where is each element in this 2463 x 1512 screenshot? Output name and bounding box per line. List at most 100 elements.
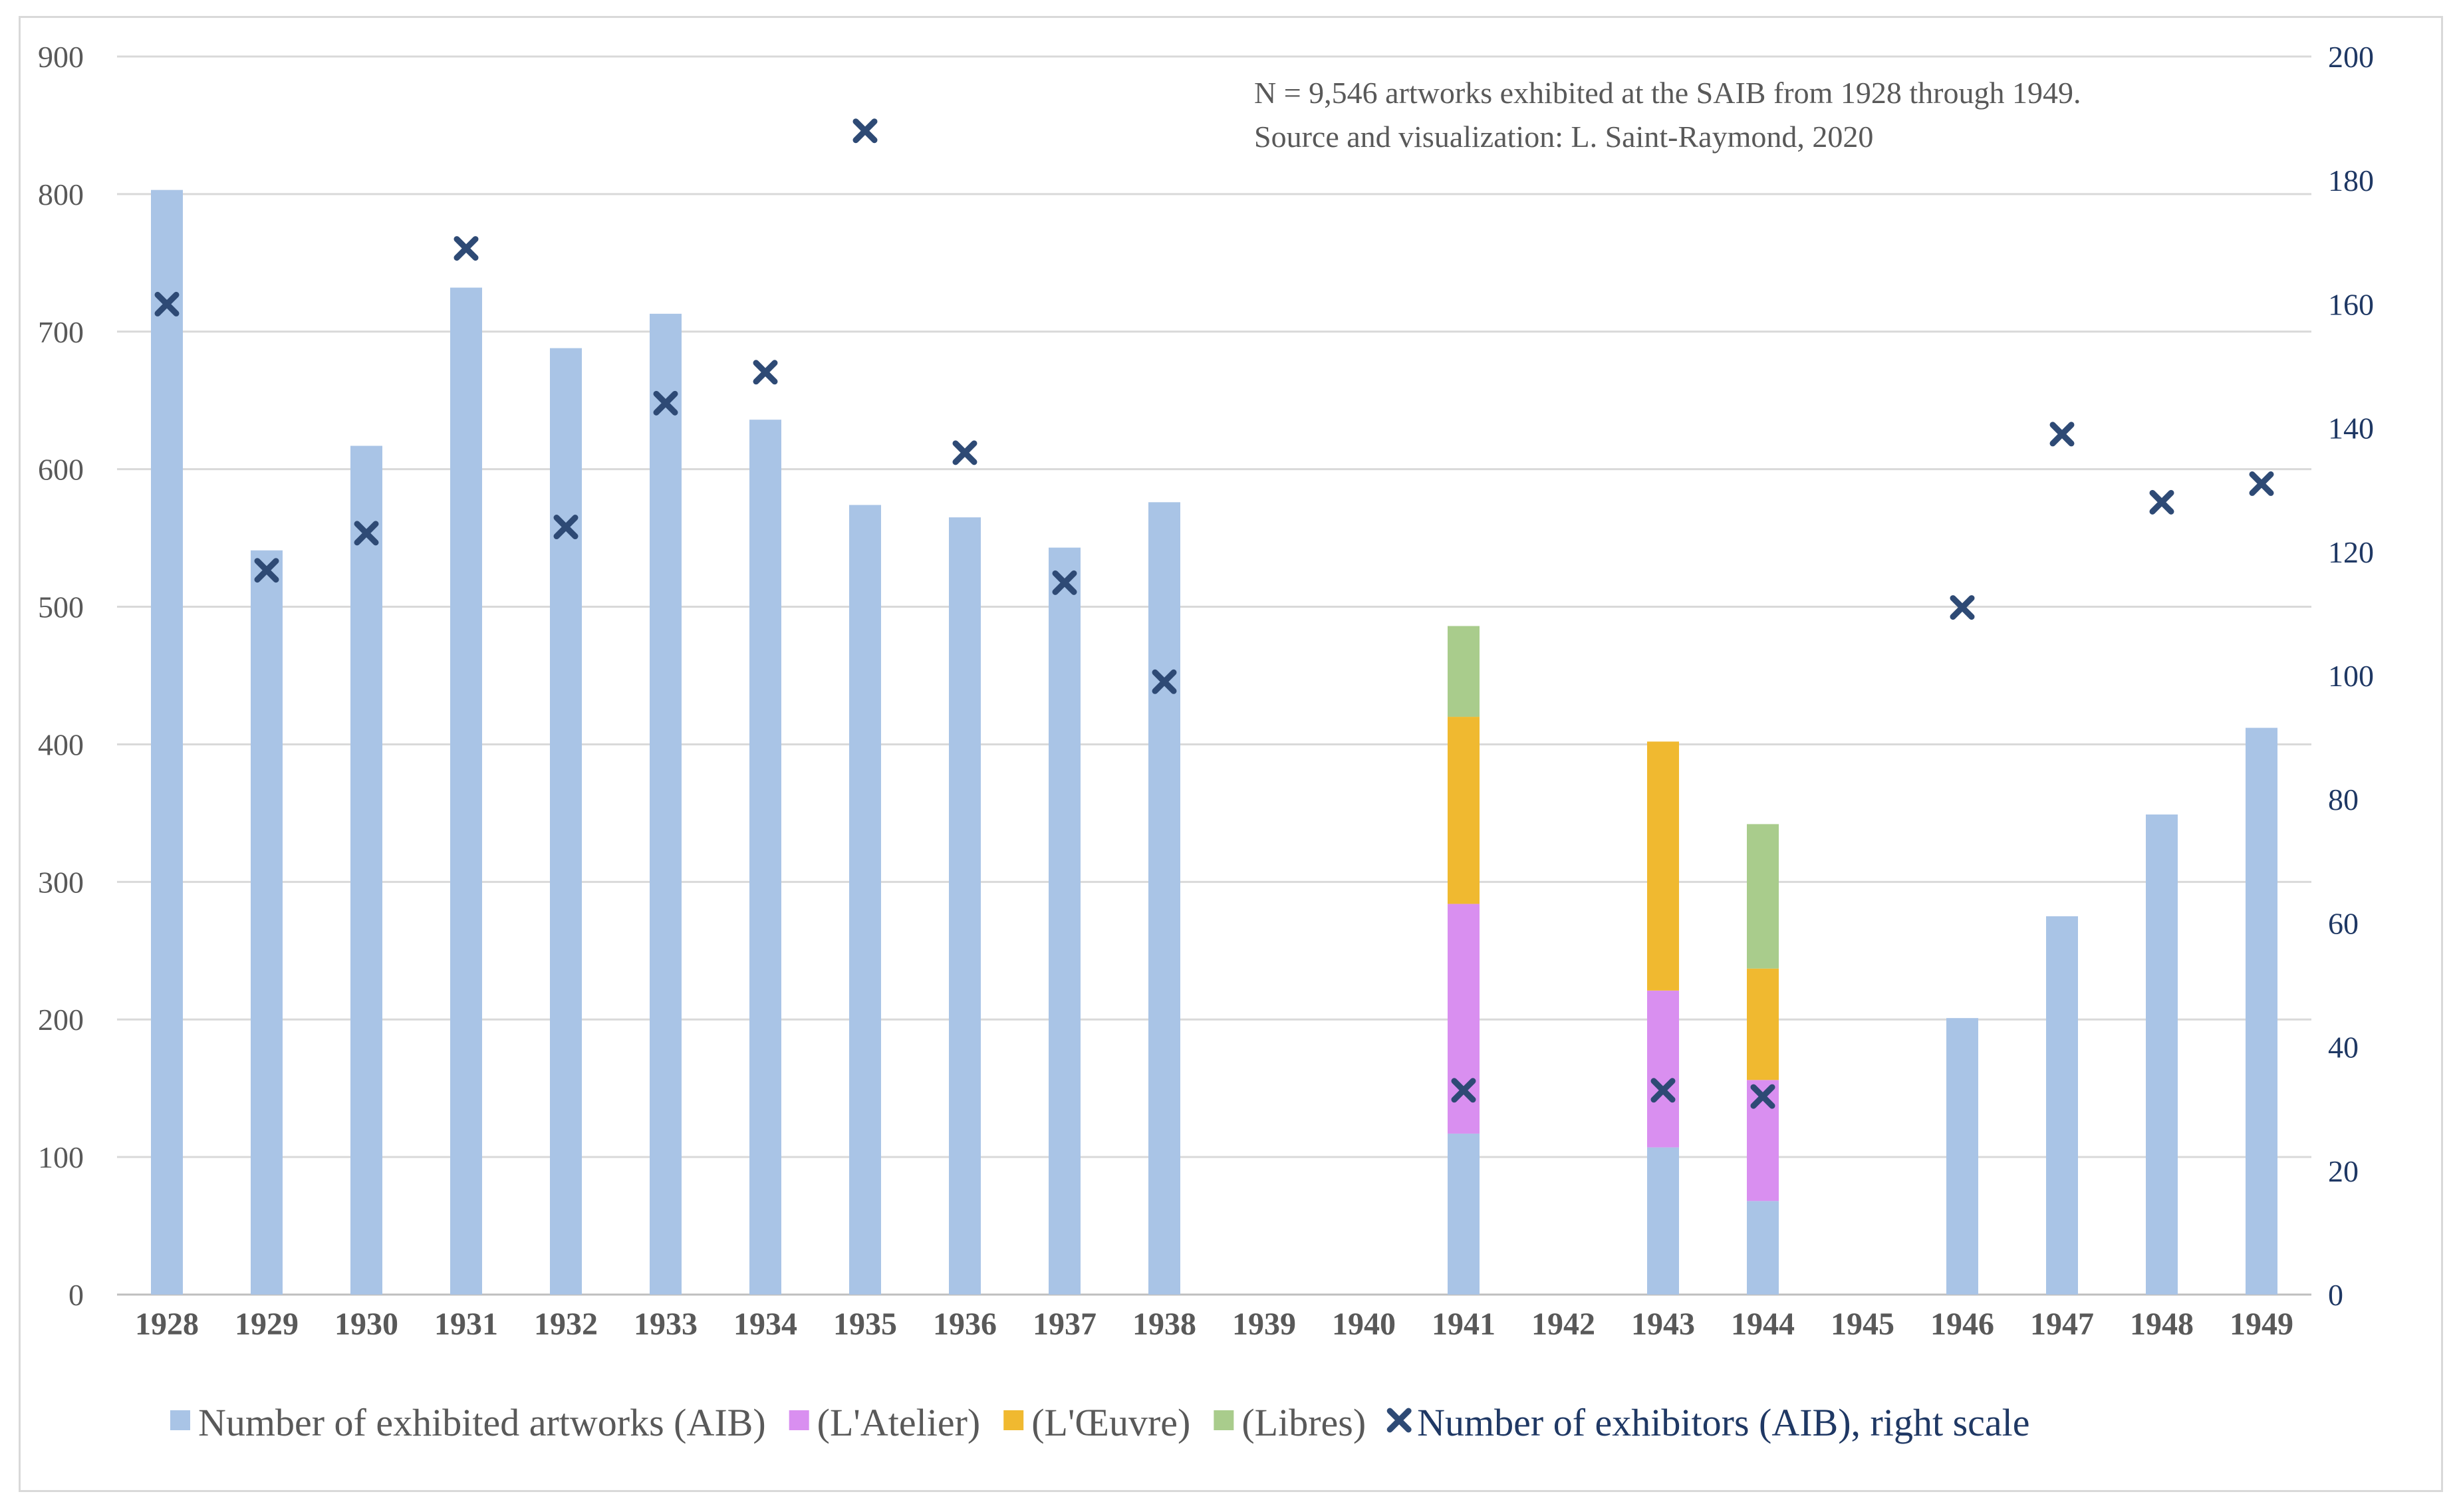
legend-marker-exhibitors [1386, 1408, 1412, 1433]
legend-swatch-oeuvre [1003, 1410, 1024, 1430]
exhibitor-marker-1930 [354, 521, 379, 546]
bar-libres-1941 [1448, 626, 1480, 717]
chart-svg: 0 100 200 300 400 500 600 700 800 900 0 20 40 60 80 10… [38, 40, 2374, 1444]
left-tick-label: 500 [38, 590, 84, 624]
category-label-1928: 1928 [135, 1307, 199, 1342]
category-label-1948: 1948 [2130, 1307, 2194, 1342]
category-label-1934: 1934 [733, 1307, 797, 1342]
left-tick-label: 100 [38, 1140, 84, 1174]
exhibitor-marker-1933 [653, 390, 678, 416]
left-tick-label: 300 [38, 865, 84, 899]
left-tick-label: 600 [38, 453, 84, 487]
left-tick-label: 900 [38, 40, 84, 74]
bar-aib-1948 [2146, 814, 2178, 1295]
right-tick-label: 160 [2328, 287, 2374, 321]
category-label-1933: 1933 [634, 1307, 698, 1342]
bar-aib-1938 [1148, 502, 1180, 1295]
bar-aib-1935 [849, 505, 881, 1295]
annotation: N = 9,546 artworks exhibited at the SAIB… [1254, 76, 2081, 154]
category-label-1943: 1943 [1631, 1307, 1695, 1342]
bar-aib-1946 [1946, 1018, 1978, 1295]
exhibitor-marker-1944 [1750, 1084, 1775, 1109]
gridlines [117, 55, 2311, 1296]
left-tick-label: 400 [38, 727, 84, 761]
category-label-1937: 1937 [1033, 1307, 1097, 1342]
exhibitor-marker-1935 [852, 118, 878, 144]
category-label-1931: 1931 [434, 1307, 498, 1342]
exhibitor-markers [154, 118, 2274, 1109]
bar-oeuvre-1944 [1747, 968, 1779, 1080]
right-tick-label: 120 [2328, 535, 2374, 569]
category-label-1949: 1949 [2230, 1307, 2293, 1342]
right-tick-label: 200 [2328, 40, 2374, 74]
category-label-1929: 1929 [235, 1307, 299, 1342]
category-label-1930: 1930 [334, 1307, 398, 1342]
category-label-1936: 1936 [933, 1307, 997, 1342]
annotation-line-1: N = 9,546 artworks exhibited at the SAIB… [1254, 76, 2081, 110]
bar-aib-1930 [350, 445, 382, 1295]
left-tick-label: 800 [38, 178, 84, 211]
category-label-1939: 1939 [1232, 1307, 1296, 1342]
right-tick-label: 80 [2328, 783, 2359, 817]
left-tick-label: 200 [38, 1003, 84, 1037]
right-tick-label: 40 [2328, 1031, 2359, 1065]
bar-aib-1928 [151, 189, 183, 1295]
bar-aib-1929 [251, 550, 283, 1295]
exhibitor-marker-1941 [1451, 1078, 1476, 1103]
bar-oeuvre-1943 [1647, 741, 1679, 991]
left-axis: 0 100 200 300 400 500 600 700 800 900 [38, 40, 84, 1312]
right-tick-label: 100 [2328, 659, 2374, 693]
annotation-line-2: Source and visualization: L. Saint-Raymo… [1254, 120, 1873, 154]
bar-aib-1944 [1747, 1201, 1779, 1295]
legend-label-atelier: (L'Atelier) [817, 1401, 981, 1444]
category-label-1946: 1946 [1930, 1307, 1994, 1342]
right-tick-label: 140 [2328, 412, 2374, 445]
exhibitor-marker-1934 [753, 360, 778, 385]
legend: Number of exhibited artworks (AIB) (L'Ate… [170, 1401, 2030, 1444]
right-tick-label: 20 [2328, 1154, 2359, 1188]
chart-container: 0 100 200 300 400 500 600 700 800 900 0 20 40 60 80 10… [19, 16, 2443, 1492]
exhibitor-marker-1929 [254, 558, 279, 583]
exhibitor-marker-1949 [2249, 471, 2274, 496]
left-tick-label: 0 [68, 1278, 84, 1312]
right-tick-label: 60 [2328, 906, 2359, 940]
legend-label-aib: Number of exhibited artworks (AIB) [198, 1401, 766, 1444]
exhibitor-marker-1947 [2049, 422, 2075, 447]
category-label-1942: 1942 [1531, 1307, 1595, 1342]
exhibitor-marker-1943 [1650, 1078, 1676, 1103]
exhibitor-marker-1932 [553, 515, 579, 540]
category-label-1940: 1940 [1332, 1307, 1396, 1342]
bar-atelier-1941 [1448, 904, 1480, 1134]
exhibitor-marker-1936 [952, 440, 977, 465]
bar-aib-1947 [2046, 916, 2078, 1295]
category-label-1935: 1935 [833, 1307, 897, 1342]
bar-atelier-1943 [1647, 990, 1679, 1148]
exhibitor-marker-1937 [1052, 570, 1077, 595]
right-tick-label: 180 [2328, 164, 2374, 197]
category-label-1944: 1944 [1731, 1307, 1795, 1342]
legend-swatch-libres [1214, 1410, 1234, 1430]
exhibitor-marker-1931 [454, 236, 479, 261]
category-label-1938: 1938 [1132, 1307, 1196, 1342]
bar-oeuvre-1941 [1448, 717, 1480, 904]
legend-label-exhibitors: Number of exhibitors (AIB), right scale [1417, 1401, 2029, 1444]
exhibitor-marker-1948 [2149, 489, 2174, 515]
bar-aib-1936 [949, 517, 981, 1295]
bar-aib-1931 [450, 287, 482, 1295]
right-tick-label: 0 [2328, 1278, 2343, 1312]
bar-aib-1949 [2246, 727, 2277, 1295]
category-label-1941: 1941 [1432, 1307, 1495, 1342]
legend-swatch-atelier [789, 1410, 809, 1430]
bar-libres-1944 [1747, 824, 1779, 969]
bar-aib-1937 [1049, 547, 1081, 1295]
x-axis-categories: 1928 1929 1930 1931 1932 1933 1934 1935 1936 1937… [135, 1307, 2293, 1342]
exhibitor-marker-1946 [1950, 595, 1975, 620]
bar-aib-1933 [650, 313, 682, 1295]
bar-aib-1934 [749, 420, 781, 1295]
left-tick-label: 700 [38, 315, 84, 349]
category-label-1947: 1947 [2030, 1307, 2094, 1342]
bar-aib-1943 [1647, 1147, 1679, 1295]
legend-label-libres: (Libres) [1241, 1401, 1366, 1444]
category-label-1932: 1932 [534, 1307, 598, 1342]
legend-swatch-aib [170, 1410, 190, 1430]
